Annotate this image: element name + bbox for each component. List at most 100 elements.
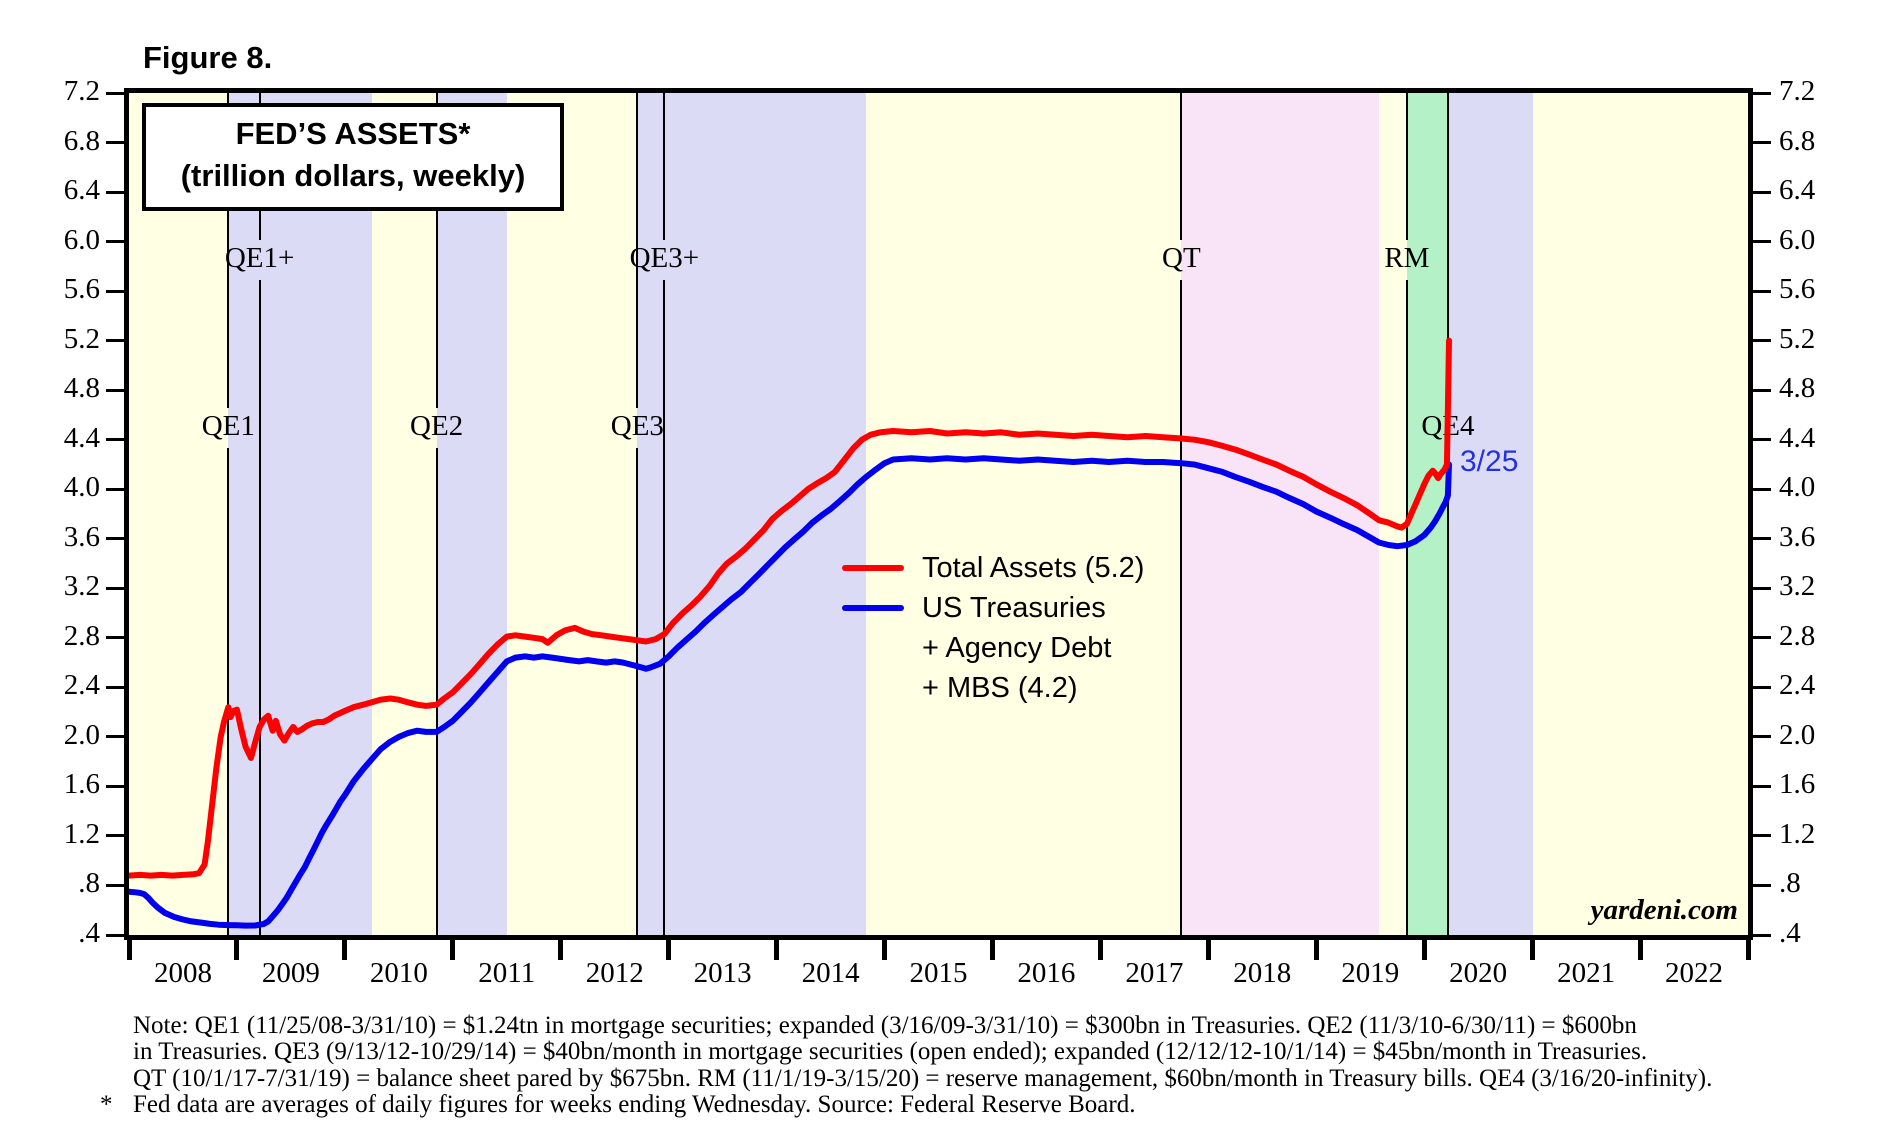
y-label-right-6.8: 6.8 (1779, 124, 1816, 157)
y-label-right-6.0: 6.0 (1779, 223, 1816, 256)
x-tick-2023 (1745, 940, 1751, 960)
x-label-2011: 2011 (478, 957, 536, 989)
y-label-left-2.4: 2.4 (63, 669, 100, 702)
legend-label-treasuries-line3: + MBS (4.2) (922, 672, 1078, 704)
series-plot (129, 337, 1452, 929)
figure-label: Figure 8. (143, 40, 273, 75)
rm-line-seg1 (1405, 93, 1408, 240)
y-tick-right-6.0 (1753, 240, 1771, 244)
y-tick-left-4.8 (106, 388, 124, 392)
y-tick-left-.4 (106, 933, 124, 937)
x-label-2022: 2022 (1665, 957, 1724, 989)
x-tick-2010 (342, 940, 348, 960)
qe4-band (1446, 93, 1534, 935)
y-tick-right-4.8 (1753, 388, 1771, 392)
qt-line-label: QT (1162, 242, 1201, 274)
qe1-line-seg2 (227, 448, 230, 935)
x-label-2014: 2014 (801, 957, 860, 989)
y-tick-left-5.2 (106, 339, 124, 343)
y-label-right-2.4: 2.4 (1779, 669, 1816, 702)
x-tick-2015 (882, 940, 888, 960)
x-label-2010: 2010 (369, 957, 428, 989)
y-label-right-5.6: 5.6 (1779, 273, 1816, 306)
x-label-2021: 2021 (1557, 957, 1616, 989)
qe3-line-seg1 (636, 93, 639, 408)
legend-label-total-assets: Total Assets (5.2) (922, 552, 1145, 584)
y-label-right-7.2: 7.2 (1779, 75, 1816, 107)
y-label-right-4.0: 4.0 (1779, 471, 1816, 504)
qe3p-line-seg2 (663, 280, 666, 935)
qe2-line-seg2 (435, 448, 438, 935)
x-tick-2020 (1421, 940, 1427, 960)
x-tick-2017 (1097, 940, 1103, 960)
x-tick-2011 (450, 940, 456, 960)
legend-row-total-assets: Total Assets (5.2) (842, 548, 1144, 588)
y-label-right-.8: .8 (1779, 867, 1801, 900)
x-label-2008: 2008 (153, 957, 212, 989)
y-tick-left-1.2 (106, 834, 124, 838)
x-label-2020: 2020 (1449, 957, 1508, 989)
x-tick-2012 (558, 940, 564, 960)
y-tick-right-.8 (1753, 883, 1771, 887)
y-tick-left-2.8 (106, 636, 124, 640)
footnote-asterisk: * (100, 1091, 113, 1118)
qe4-line-seg1 (1446, 93, 1449, 408)
y-tick-right-3.2 (1753, 586, 1771, 590)
x-label-2018: 2018 (1233, 957, 1292, 989)
y-tick-right-4.4 (1753, 438, 1771, 442)
x-tick-2022 (1637, 940, 1643, 960)
qe2-line-seg1 (435, 93, 438, 408)
y-label-left-7.2: 7.2 (63, 75, 100, 107)
series-line-blue (129, 455, 1452, 929)
qe1p-line-label: QE1+ (224, 242, 295, 274)
y-tick-right-5.2 (1753, 339, 1771, 343)
treasuries-line-swatch (842, 605, 904, 611)
legend: Total Assets (5.2) US Treasuries + Agenc… (842, 548, 1144, 708)
rm-line-label: RM (1384, 242, 1430, 274)
y-label-right-2.8: 2.8 (1779, 619, 1816, 652)
x-tick-2009 (234, 940, 240, 960)
legend-label-treasuries-line1: US Treasuries (922, 592, 1106, 624)
y-tick-left-3.6 (106, 537, 124, 541)
y-tick-right-3.6 (1753, 537, 1771, 541)
y-tick-right-1.2 (1753, 834, 1771, 838)
y-label-left-5.2: 5.2 (63, 322, 100, 355)
y-tick-right-1.6 (1753, 784, 1771, 788)
y-tick-right-7.2 (1753, 91, 1771, 95)
y-label-left-6.0: 6.0 (63, 223, 100, 256)
qe3p-line-label: QE3+ (629, 242, 700, 274)
latest-date-annotation: 3/25 (1460, 445, 1519, 478)
y-label-left-3.2: 3.2 (63, 570, 100, 603)
qe1p-line-seg2 (258, 280, 261, 935)
y-label-left-1.6: 1.6 (63, 768, 100, 801)
qe3p-line-seg1 (663, 93, 666, 240)
chart-title: FED’S ASSETS* (235, 116, 471, 151)
series-line-red (129, 337, 1452, 879)
y-label-right-3.2: 3.2 (1779, 570, 1816, 603)
y-label-right-3.6: 3.6 (1779, 520, 1816, 553)
qe3-line-seg2 (636, 448, 639, 935)
legend-row-treasuries: US Treasuries + Agency Debt + MBS (4.2) (842, 588, 1144, 708)
y-tick-right-2.4 (1753, 685, 1771, 689)
y-tick-right-2.0 (1753, 735, 1771, 739)
y-tick-left-1.6 (106, 784, 124, 788)
x-tick-2013 (666, 940, 672, 960)
y-label-left-2.0: 2.0 (63, 718, 100, 751)
qe1-line-seg1 (227, 93, 230, 408)
qt-line-seg2 (1180, 280, 1183, 935)
y-label-left-4.8: 4.8 (63, 372, 100, 405)
y-label-left-3.6: 3.6 (63, 520, 100, 553)
note-line-2: in Treasuries. QE3 (9/13/12-10/29/14) = … (133, 1038, 1648, 1065)
y-tick-left-3.2 (106, 586, 124, 590)
qt-line-seg1 (1180, 93, 1183, 240)
y-label-left-4.4: 4.4 (63, 421, 100, 454)
x-label-2015: 2015 (909, 957, 968, 989)
plot-area: QE1 QE1+ QE2 QE3 QE3+ QT RM QE4 FED’S ASSETS* (… (124, 88, 1753, 940)
y-label-right-5.2: 5.2 (1779, 322, 1816, 355)
y-tick-left-6.8 (106, 141, 124, 145)
y-label-right-2.0: 2.0 (1779, 718, 1816, 751)
y-label-right-4.8: 4.8 (1779, 372, 1816, 405)
note-line-4: Fed data are averages of daily figures f… (133, 1091, 1136, 1118)
qe2-band (436, 93, 507, 935)
legend-label-treasuries: US Treasuries + Agency Debt + MBS (4.2) (922, 588, 1111, 708)
